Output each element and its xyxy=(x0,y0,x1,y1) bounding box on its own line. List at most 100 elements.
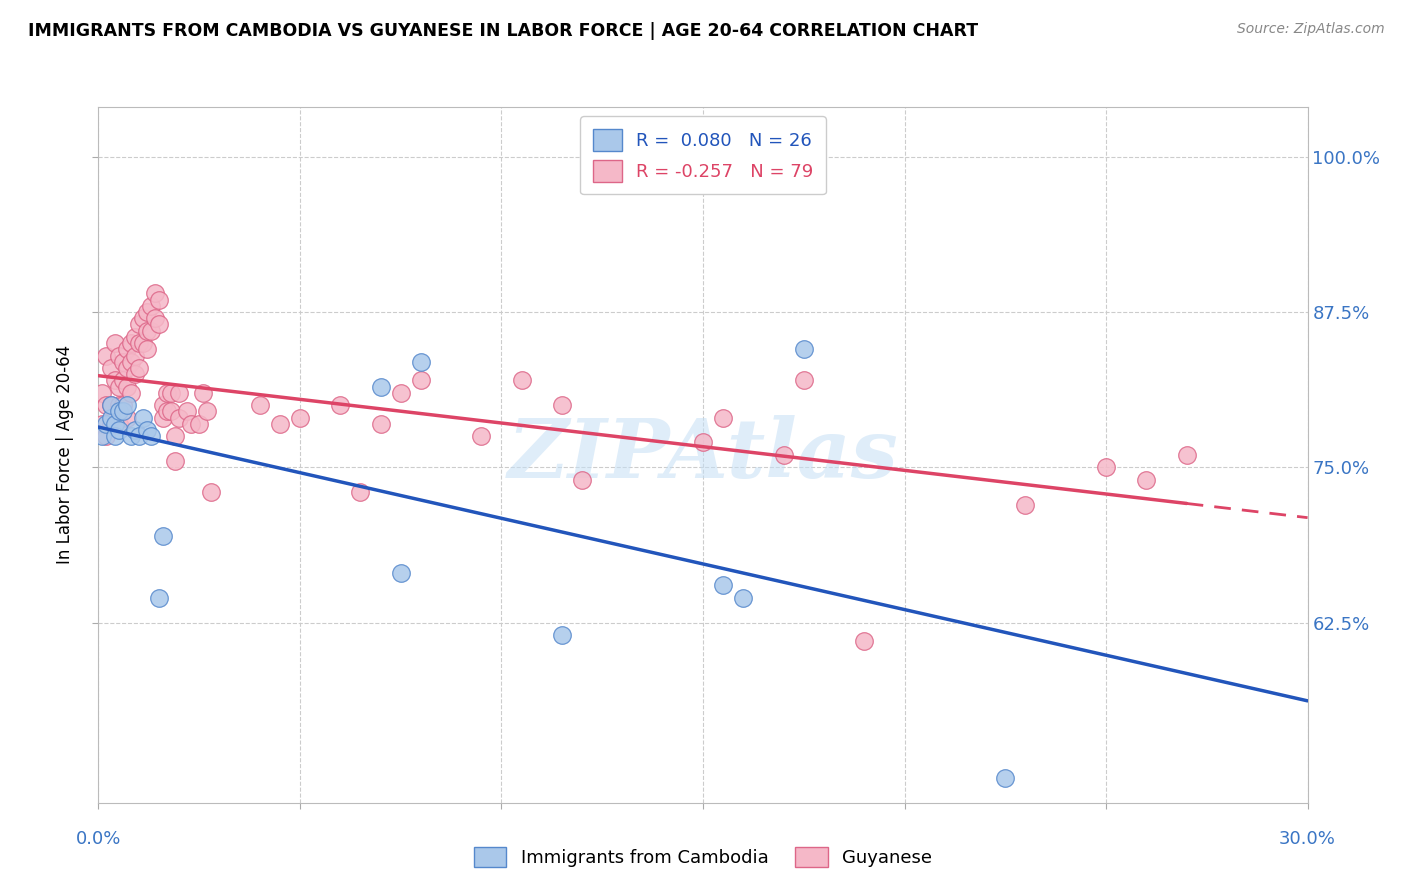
Point xyxy=(103,429,125,443)
Point xyxy=(148,318,170,332)
Point xyxy=(96,429,118,443)
Point xyxy=(156,385,179,400)
Point xyxy=(193,385,215,400)
Text: 0.0%: 0.0% xyxy=(76,830,121,847)
Point xyxy=(249,398,271,412)
Point xyxy=(135,343,157,357)
Point xyxy=(91,417,114,431)
Text: IMMIGRANTS FROM CAMBODIA VS GUYANESE IN LABOR FORCE | AGE 20-64 CORRELATION CHAR: IMMIGRANTS FROM CAMBODIA VS GUYANESE IN … xyxy=(28,22,979,40)
Text: 30.0%: 30.0% xyxy=(1279,830,1336,847)
Point xyxy=(100,398,122,412)
Point xyxy=(100,417,122,431)
Point xyxy=(132,410,155,425)
Point xyxy=(111,398,134,412)
Point xyxy=(128,361,150,376)
Point xyxy=(409,355,432,369)
Point xyxy=(124,367,146,381)
Legend: R =  0.080   N = 26, R = -0.257   N = 79: R = 0.080 N = 26, R = -0.257 N = 79 xyxy=(581,116,825,194)
Point xyxy=(370,417,392,431)
Point xyxy=(152,529,174,543)
Point xyxy=(111,373,134,387)
Point xyxy=(96,349,118,363)
Point xyxy=(103,417,125,431)
Point xyxy=(1175,448,1198,462)
Point xyxy=(152,398,174,412)
Point xyxy=(107,398,129,412)
Point xyxy=(1014,498,1036,512)
Point xyxy=(111,404,134,418)
Point xyxy=(120,429,142,443)
Point xyxy=(103,410,125,425)
Point xyxy=(793,343,815,357)
Point xyxy=(148,591,170,605)
Point xyxy=(111,355,134,369)
Point xyxy=(793,373,815,387)
Point xyxy=(107,349,129,363)
Point xyxy=(124,423,146,437)
Point xyxy=(288,410,311,425)
Point xyxy=(853,634,876,648)
Point xyxy=(100,398,122,412)
Point xyxy=(370,379,392,393)
Point xyxy=(107,417,129,431)
Point xyxy=(96,398,118,412)
Point xyxy=(510,373,533,387)
Point xyxy=(100,410,122,425)
Point xyxy=(551,628,574,642)
Point xyxy=(139,429,162,443)
Point xyxy=(115,343,138,357)
Point xyxy=(115,361,138,376)
Point xyxy=(994,771,1017,785)
Point xyxy=(269,417,291,431)
Point xyxy=(167,410,190,425)
Point xyxy=(163,454,186,468)
Point xyxy=(160,404,183,418)
Point xyxy=(100,361,122,376)
Point xyxy=(132,311,155,326)
Point xyxy=(139,299,162,313)
Point xyxy=(329,398,352,412)
Point xyxy=(139,324,162,338)
Point xyxy=(711,578,734,592)
Point xyxy=(115,379,138,393)
Point xyxy=(470,429,492,443)
Point xyxy=(107,423,129,437)
Point xyxy=(91,429,114,443)
Point xyxy=(1135,473,1157,487)
Point xyxy=(571,473,593,487)
Point xyxy=(389,385,412,400)
Point xyxy=(167,385,190,400)
Point xyxy=(551,398,574,412)
Point xyxy=(349,485,371,500)
Point xyxy=(156,404,179,418)
Point xyxy=(120,385,142,400)
Point xyxy=(124,330,146,344)
Point xyxy=(107,379,129,393)
Point xyxy=(128,318,150,332)
Point xyxy=(152,410,174,425)
Text: ZIPAtlas: ZIPAtlas xyxy=(508,415,898,495)
Text: Source: ZipAtlas.com: Source: ZipAtlas.com xyxy=(1237,22,1385,37)
Point xyxy=(135,305,157,319)
Point xyxy=(120,336,142,351)
Point xyxy=(176,404,198,418)
Point xyxy=(103,373,125,387)
Point xyxy=(103,336,125,351)
Point xyxy=(115,410,138,425)
Point xyxy=(128,336,150,351)
Point xyxy=(200,485,222,500)
Point xyxy=(143,286,166,301)
Point xyxy=(91,385,114,400)
Point xyxy=(772,448,794,462)
Point xyxy=(115,398,138,412)
Point xyxy=(143,311,166,326)
Point xyxy=(1095,460,1118,475)
Point xyxy=(389,566,412,580)
Point xyxy=(195,404,218,418)
Point xyxy=(135,423,157,437)
Point xyxy=(96,417,118,431)
Point xyxy=(124,349,146,363)
Point xyxy=(711,410,734,425)
Point xyxy=(692,435,714,450)
Y-axis label: In Labor Force | Age 20-64: In Labor Force | Age 20-64 xyxy=(56,345,75,565)
